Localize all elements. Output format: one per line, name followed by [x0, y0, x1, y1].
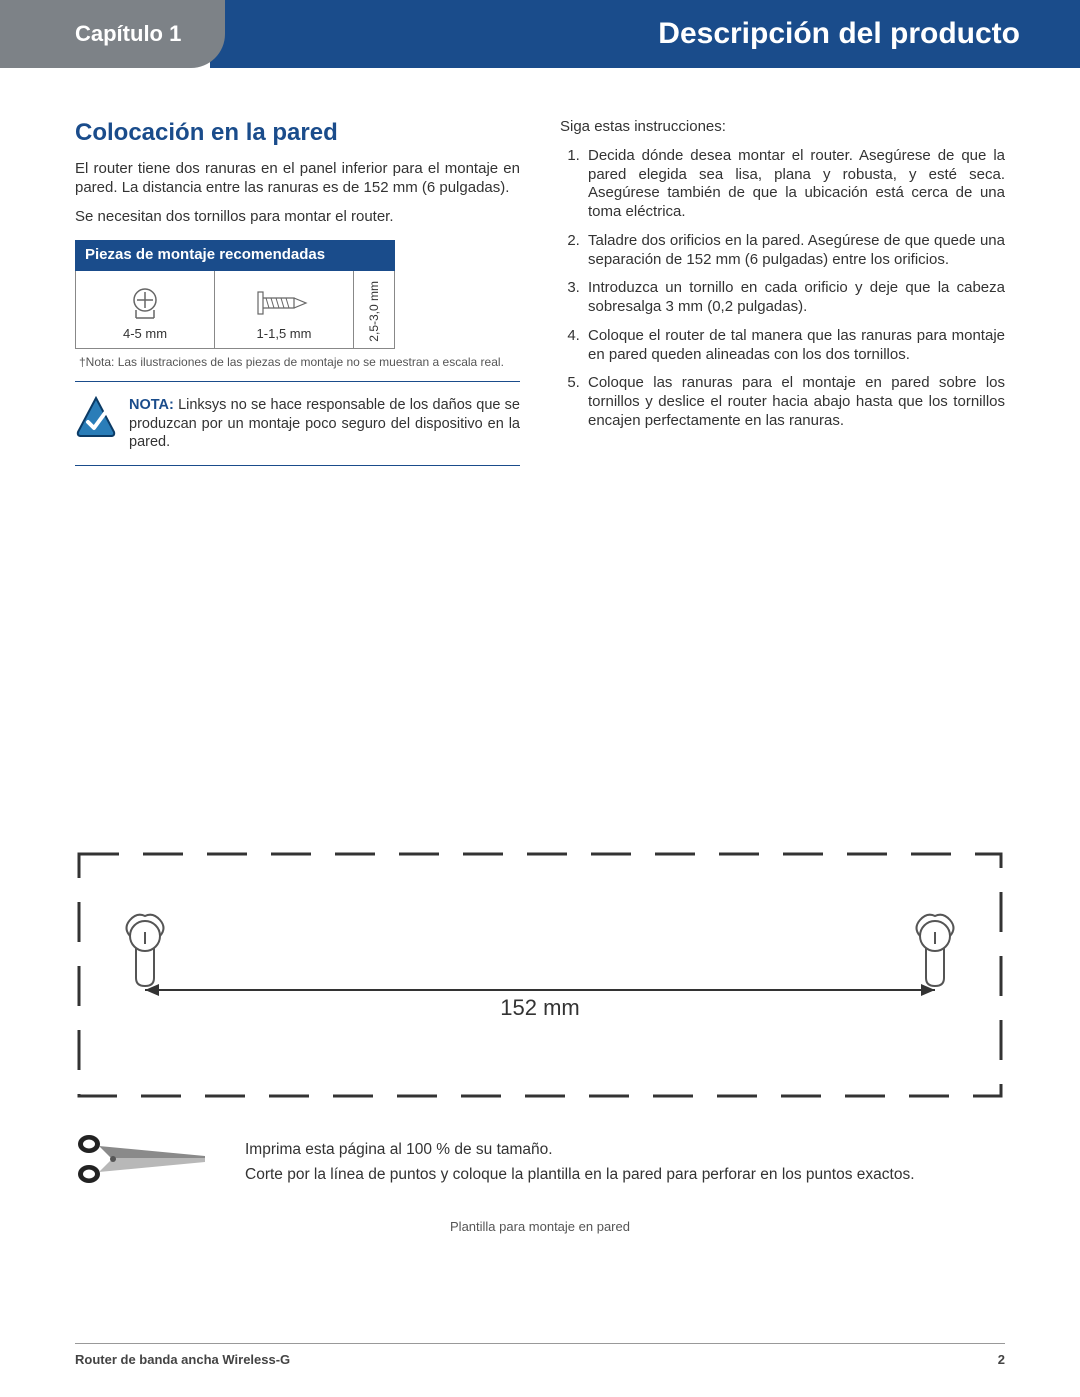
footer-page-number: 2: [998, 1352, 1005, 1367]
note-body: Linksys no se hace responsable de los da…: [129, 397, 520, 449]
intro-paragraph-1: El router tiene dos ranuras en el panel …: [75, 160, 520, 198]
print-instruction: Imprima esta página al 100 % de su tamañ…: [245, 1138, 1005, 1163]
screw-side-icon: [254, 286, 314, 322]
step-item: Decida dónde desea montar el router. Ase…: [584, 147, 1005, 222]
note-icon-wrap: [75, 396, 117, 450]
main-content: Colocación en la pared El router tiene d…: [0, 68, 1080, 466]
cut-instruction: Corte por la línea de puntos y coloque l…: [245, 1163, 1005, 1188]
parts-table: Piezas de montaje recomendadas 4-5 mm: [75, 240, 395, 349]
checkmark-triangle-icon: [75, 396, 117, 438]
step-item: Taladre dos orificios en la pared. Asegú…: [584, 232, 1005, 270]
note-callout: NOTA: Linksys no se hace responsable de …: [75, 396, 520, 465]
step-item: Coloque el router de tal manera que las …: [584, 327, 1005, 365]
step-item: Introduzca un tornillo en cada orificio …: [584, 279, 1005, 317]
dashed-cutout: 152 mm: [75, 850, 1005, 1100]
scissors-text: Imprima esta página al 100 % de su tamañ…: [245, 1130, 1005, 1188]
parts-label-3: 2,5-3,0 mm: [367, 281, 382, 342]
note-text: NOTA: Linksys no se hace responsable de …: [129, 396, 520, 450]
right-column: Siga estas instrucciones: Decida dónde d…: [560, 118, 1005, 466]
step-item: Coloque las ranuras para el montaje en p…: [584, 374, 1005, 430]
template-svg: [75, 850, 1005, 1100]
header-title-bar: Descripción del producto: [210, 0, 1080, 68]
parts-table-body: 4-5 mm 1-1,5 mm 2,5-3,0 mm: [75, 271, 395, 349]
parts-cell-depth: 2,5-3,0 mm: [354, 271, 394, 348]
parts-cell-screw-side: 1-1,5 mm: [215, 271, 354, 348]
header-chapter: Capítulo 1: [75, 21, 181, 47]
page-header: Descripción del producto Capítulo 1: [0, 0, 1080, 68]
section-heading: Colocación en la pared: [75, 118, 520, 148]
wall-template: 152 mm Imprima esta página al 100 % de s…: [75, 850, 1005, 1234]
left-column: Colocación en la pared El router tiene d…: [75, 118, 520, 466]
parts-footnote: †Nota: Las ilustraciones de las piezas d…: [75, 355, 520, 382]
steps-intro: Siga estas instrucciones:: [560, 118, 1005, 137]
page-footer: Router de banda ancha Wireless-G 2: [75, 1343, 1005, 1367]
scissors-icon: [75, 1130, 215, 1195]
dimension-label: 152 mm: [500, 995, 579, 1021]
scissors-instructions: Imprima esta página al 100 % de su tamañ…: [75, 1130, 1005, 1195]
header-title: Descripción del producto: [658, 17, 1020, 51]
parts-label-1: 4-5 mm: [123, 326, 167, 342]
intro-paragraph-2: Se necesitan dos tornillos para montar e…: [75, 208, 520, 227]
footer-product: Router de banda ancha Wireless-G: [75, 1352, 290, 1367]
screw-head-icon: [127, 286, 163, 322]
header-chapter-tab: Capítulo 1: [0, 0, 225, 68]
note-bold: NOTA:: [129, 397, 174, 413]
steps-list: Decida dónde desea montar el router. Ase…: [560, 147, 1005, 431]
parts-table-header: Piezas de montaje recomendadas: [75, 240, 395, 271]
template-caption: Plantilla para montaje en pared: [75, 1219, 1005, 1234]
parts-cell-screw-head: 4-5 mm: [76, 271, 215, 348]
parts-label-2: 1-1,5 mm: [257, 326, 312, 342]
